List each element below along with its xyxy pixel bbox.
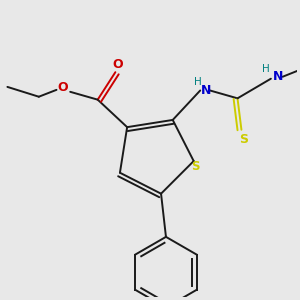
Text: O: O [112, 58, 123, 71]
Text: S: S [191, 160, 200, 173]
Text: O: O [57, 81, 68, 94]
Text: N: N [273, 70, 283, 83]
Text: S: S [239, 133, 248, 146]
Text: H: H [262, 64, 270, 74]
Text: N: N [201, 84, 211, 97]
Text: H: H [194, 76, 202, 87]
